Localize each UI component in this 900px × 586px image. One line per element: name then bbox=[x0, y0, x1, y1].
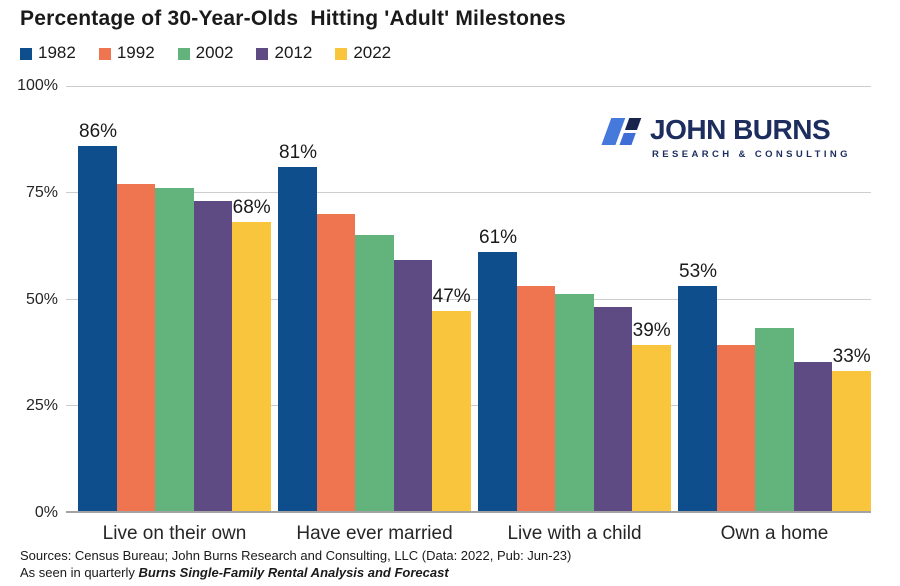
y-tick-label: 25% bbox=[25, 397, 58, 415]
category-label: Live with a child bbox=[507, 523, 642, 544]
y-tick-label: 100% bbox=[17, 77, 58, 94]
legend-item-1992: 1992 bbox=[98, 43, 155, 63]
source-note: Sources: Census Bureau; John Burns Resea… bbox=[20, 547, 571, 581]
legend-item-1982: 1982 bbox=[20, 43, 76, 63]
category-label: Live on their own bbox=[102, 523, 247, 544]
bar-1982: 81% bbox=[278, 142, 317, 511]
john-burns-logo-icon bbox=[601, 118, 642, 147]
bar-2022: 47% bbox=[432, 286, 471, 511]
legend-item-2012: 2012 bbox=[256, 43, 312, 63]
plot-area: 86% 68% Live on their own 81% 47% Have ever m… bbox=[66, 86, 871, 544]
bar-2002 bbox=[755, 328, 794, 511]
bar-2012 bbox=[793, 362, 833, 511]
data-label: 61% bbox=[479, 226, 518, 248]
bar-1982: 61% bbox=[478, 227, 517, 511]
asseen-line: As seen in quarterly Burns Single-Family… bbox=[20, 565, 449, 581]
legend-label: 2022 bbox=[353, 43, 392, 62]
data-label: 33% bbox=[832, 345, 871, 367]
bar-group: 81% 47% Have ever married bbox=[278, 86, 471, 544]
report-name: Burns Single-Family Rental Analysis and … bbox=[138, 565, 449, 581]
bar-2012 bbox=[193, 200, 233, 511]
bar-1992 bbox=[716, 345, 756, 511]
legend-swatch-icon bbox=[335, 47, 348, 60]
logo-tagline: RESEARCH & CONSULTING bbox=[652, 149, 851, 160]
bar-2022: 68% bbox=[232, 197, 271, 511]
bar-2002 bbox=[155, 188, 194, 511]
gridline bbox=[66, 298, 871, 300]
logo-name: JOHN BURNS bbox=[650, 114, 831, 145]
legend-label: 1992 bbox=[116, 43, 155, 62]
legend-swatch-icon bbox=[256, 47, 269, 60]
legend-label: 1982 bbox=[38, 43, 76, 62]
legend-label: 2012 bbox=[274, 43, 313, 62]
chart-title: Percentage of 30-Year-Olds Hitting 'Adul… bbox=[20, 7, 566, 30]
bar-group: 53% 33% Own a home bbox=[678, 86, 871, 544]
category-label: Own a home bbox=[720, 523, 829, 544]
bar-2002 bbox=[355, 234, 394, 511]
category-label: Have ever married bbox=[296, 523, 453, 544]
bar-group: 61% 39% Live with a child bbox=[478, 86, 671, 544]
john-burns-logo: JOHN BURNS RESEARCH & CONSULTING bbox=[601, 114, 851, 160]
data-label: 53% bbox=[679, 260, 718, 282]
bar-2012 bbox=[393, 260, 433, 511]
legend-item-2022: 2022 bbox=[335, 43, 391, 63]
bar-1992 bbox=[316, 213, 356, 511]
legend-swatch-icon bbox=[98, 47, 111, 60]
y-tick-label: 75% bbox=[25, 183, 58, 201]
bar-2022: 33% bbox=[832, 346, 871, 511]
legend: 1982 1992 2002 2012 2022 bbox=[20, 43, 391, 63]
legend-item-2002: 2002 bbox=[177, 43, 234, 63]
data-label: 86% bbox=[79, 120, 118, 142]
legend-label: 2002 bbox=[195, 43, 234, 62]
bar-groups: 86% 68% Live on their own 81% 47% Have ever m… bbox=[66, 86, 871, 544]
gridline bbox=[66, 86, 871, 87]
y-axis: 100% 75% 50% 25% 0% bbox=[0, 77, 58, 521]
y-tick-label: 50% bbox=[25, 290, 58, 308]
bar-2002 bbox=[555, 294, 594, 511]
legend-swatch-icon bbox=[177, 47, 190, 60]
data-label: 39% bbox=[632, 320, 671, 342]
bar-1992 bbox=[516, 285, 556, 511]
bar-2012 bbox=[593, 307, 633, 511]
bar-1982: 53% bbox=[678, 261, 717, 511]
gridline bbox=[66, 192, 871, 194]
legend-swatch-icon bbox=[20, 47, 32, 60]
y-tick-label: 0% bbox=[34, 504, 58, 521]
data-label: 68% bbox=[232, 197, 271, 218]
bar-2022: 39% bbox=[632, 320, 671, 511]
data-label: 47% bbox=[432, 286, 471, 308]
bar-1982: 86% bbox=[78, 121, 117, 511]
bar-group: 86% 68% Live on their own bbox=[78, 86, 271, 544]
bar-1992 bbox=[116, 183, 156, 511]
data-label: 81% bbox=[279, 141, 318, 163]
source-line: Sources: Census Bureau; John Burns Resea… bbox=[20, 548, 572, 563]
